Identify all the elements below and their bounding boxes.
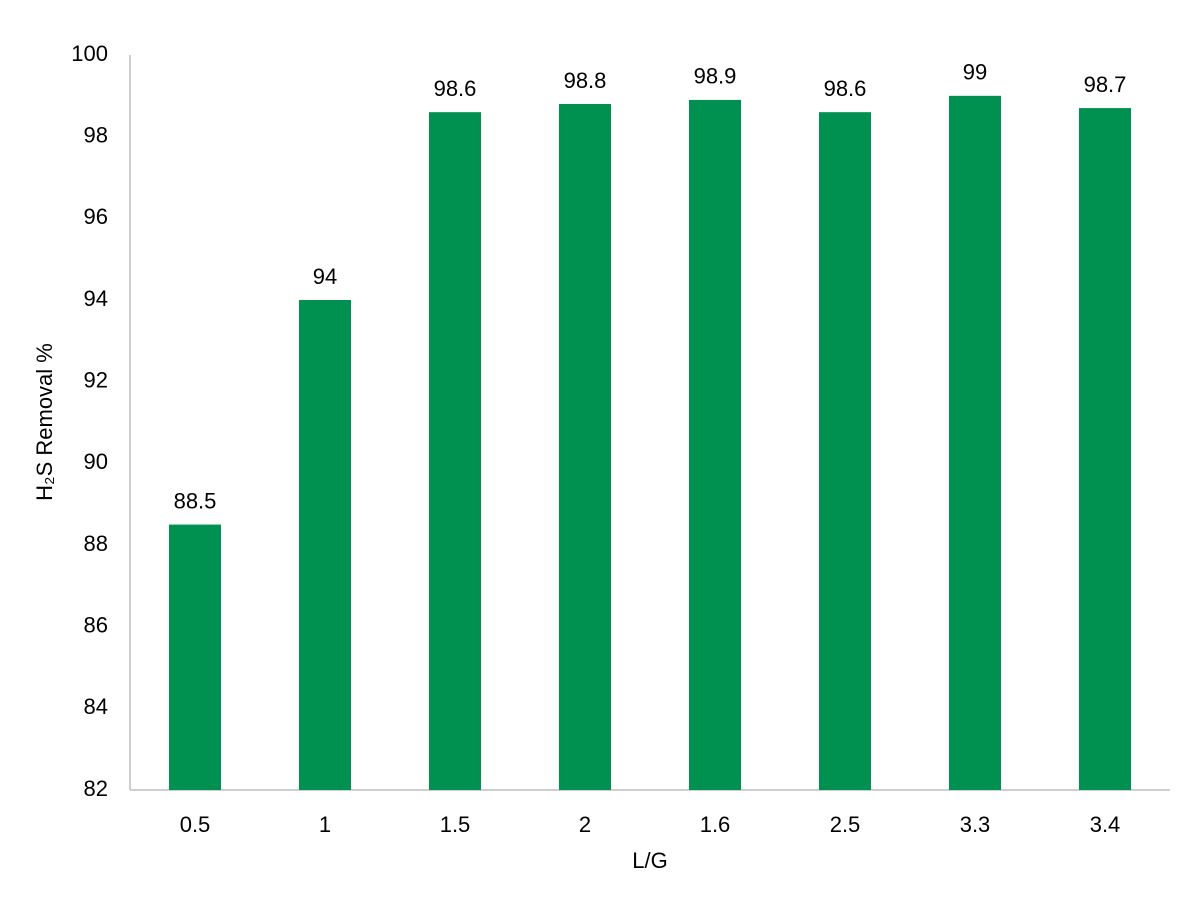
y-tick-label: 100 — [71, 41, 108, 66]
data-label: 98.7 — [1084, 72, 1127, 97]
y-tick-label: 82 — [84, 776, 108, 801]
data-label: 94 — [313, 264, 337, 289]
x-tick-label: 3.3 — [960, 812, 991, 837]
y-tick-label: 96 — [84, 204, 108, 229]
data-label: 98.9 — [694, 64, 737, 89]
x-tick-label: 2.5 — [830, 812, 861, 837]
y-tick-label: 92 — [84, 367, 108, 392]
data-label: 88.5 — [174, 488, 217, 513]
bar — [169, 524, 221, 790]
x-axis-label: L/G — [632, 848, 667, 873]
x-tick-label: 3.4 — [1090, 812, 1121, 837]
x-tick-label: 2 — [579, 812, 591, 837]
y-tick-label: 90 — [84, 449, 108, 474]
data-label: 98.6 — [434, 76, 477, 101]
data-label: 98.8 — [564, 68, 607, 93]
y-tick-label: 98 — [84, 122, 108, 147]
bar — [299, 300, 351, 790]
bar — [1079, 108, 1131, 791]
y-axis-label: H₂S Removal % — [32, 343, 57, 501]
data-label: 99 — [963, 60, 987, 85]
x-tick-label: 1.6 — [700, 812, 731, 837]
bar — [819, 112, 871, 790]
bar — [559, 104, 611, 790]
x-tick-label: 0.5 — [180, 812, 211, 837]
x-tick-label: 1.5 — [440, 812, 471, 837]
bar — [949, 95, 1001, 791]
data-label: 98.6 — [824, 76, 867, 101]
y-tick-label: 86 — [84, 612, 108, 637]
bar — [429, 112, 481, 790]
y-tick-label: 94 — [84, 286, 108, 311]
x-tick-label: 1 — [319, 812, 331, 837]
y-tick-label: 88 — [84, 531, 108, 556]
bar — [689, 99, 741, 790]
y-tick-label: 84 — [84, 694, 108, 719]
